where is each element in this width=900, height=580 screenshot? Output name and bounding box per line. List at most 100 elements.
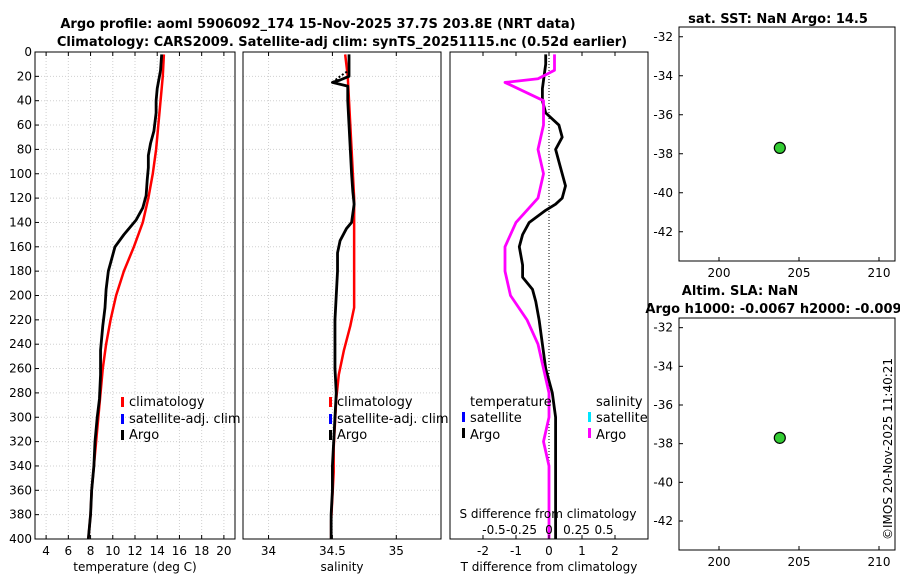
- sla-map-title-line-1: Altim. SLA: NaN: [682, 284, 798, 299]
- x-tick-label: 35: [389, 544, 404, 558]
- y-tick-label: 40: [17, 94, 32, 108]
- legend-label-argo: Argo: [129, 428, 159, 443]
- difference-panel: -2 -1 0 1 2 -0.5 -0.25 0 0.25 0.5 T difference f…: [449, 51, 649, 574]
- y-tick-label: 260: [9, 362, 32, 376]
- s-tick-label: 0: [545, 523, 553, 537]
- y-tick-label: 400: [9, 532, 32, 546]
- series-line-argo: [329, 54, 356, 539]
- lon-tick-label: 210: [868, 266, 891, 280]
- legend-marker-s-argo: [588, 428, 591, 438]
- lon-tick-label: 205: [788, 266, 811, 280]
- y-tick-label: 140: [9, 215, 32, 229]
- argo-position-marker: [773, 141, 786, 154]
- difference-legend: temperature salinity satellite Argo sate…: [462, 395, 648, 443]
- legend-label-s-argo: Argo: [596, 428, 626, 443]
- x-tick-label: 18: [194, 544, 209, 558]
- x-tick-label: 8: [87, 544, 95, 558]
- y-tick-label: 240: [9, 337, 32, 351]
- lon-tick-label: 205: [788, 555, 811, 569]
- y-tick-label: 160: [9, 240, 32, 254]
- series-line-argo: [86, 54, 164, 540]
- x-tick-label: 0: [545, 544, 553, 558]
- legend-head-salinity: salinity: [596, 395, 643, 410]
- x-tick-label: 12: [127, 544, 142, 558]
- legend-marker-argo: [121, 430, 124, 440]
- legend-marker-t-satellite: [462, 412, 465, 422]
- y-tick-label: 60: [17, 118, 32, 132]
- sst-map-marks: [773, 141, 786, 154]
- temperature-tick-labels: 4 6 8 10 12 14 16 18 20: [42, 52, 232, 558]
- lat-tick-label: -42: [653, 514, 673, 528]
- legend-marker-argo: [329, 430, 332, 440]
- legend-marker-s-satellite: [588, 412, 591, 422]
- legend-marker-climatology: [329, 397, 332, 407]
- lat-tick-label: -40: [653, 475, 673, 489]
- x-tick-label: 2: [611, 544, 619, 558]
- salinity-tick-labels: 34 34.5 35: [261, 52, 404, 558]
- salinity-axes-frame: [242, 51, 442, 540]
- lat-tick-label: -36: [653, 398, 673, 412]
- s-tick-label: 0.25: [563, 523, 590, 537]
- series-line-t-difference-argo: [517, 54, 567, 539]
- s-difference-tick-labels: -0.5 -0.25 0 0.25 0.5: [482, 523, 613, 537]
- y-tick-label: 80: [17, 142, 32, 156]
- legend-label-satellite-adj: satellite-adj. clim: [337, 412, 449, 427]
- legend-marker-climatology: [121, 397, 124, 407]
- legend-label-t-argo: Argo: [470, 428, 500, 443]
- x-tick-label: 6: [65, 544, 73, 558]
- lat-tick-label: -42: [653, 225, 673, 239]
- sst-map-title: sat. SST: NaN Argo: 14.5: [688, 12, 868, 27]
- t-difference-xlabel: T difference from climatology: [460, 560, 638, 574]
- lon-tick-label: 200: [708, 266, 731, 280]
- legend-label-s-satellite: satellite: [596, 411, 648, 426]
- temperature-grid: [35, 51, 235, 540]
- legend-marker-satellite-adj: [329, 414, 332, 424]
- legend-label-argo: Argo: [337, 428, 367, 443]
- salinity-series: [329, 54, 356, 539]
- difference-series: [503, 52, 567, 539]
- y-tick-label: 120: [9, 191, 32, 205]
- legend-label-t-satellite: satellite: [470, 411, 522, 426]
- y-tick-label: 180: [9, 264, 32, 278]
- x-tick-label: 34: [261, 544, 276, 558]
- sla-map-lon-ticks: 200 205 210: [708, 546, 890, 569]
- sst-map-lon-ticks: 200 205 210: [708, 257, 891, 280]
- s-tick-label: -0.5: [482, 523, 505, 537]
- x-tick-label: 20: [216, 544, 231, 558]
- temperature-panel: 0 20 40 60 80 100 120 140 160 180 200 220 240 260 280 3…: [9, 45, 241, 574]
- legend-marker-satellite-adj: [121, 414, 124, 424]
- temperature-series: [86, 54, 166, 540]
- y-tick-label: 200: [9, 289, 32, 303]
- t-difference-tick-labels: -2 -1 0 1 2: [477, 52, 619, 558]
- y-tick-label: 20: [17, 69, 32, 83]
- title-line-2: Climatology: CARS2009. Satellite-adj cli…: [57, 35, 627, 50]
- lat-tick-label: -38: [653, 147, 673, 161]
- lat-tick-label: -32: [653, 30, 673, 44]
- salinity-panel: 34 34.5 35 salinity climatology satellite-…: [242, 51, 449, 574]
- x-tick-label: 10: [105, 544, 120, 558]
- x-tick-label: 16: [172, 544, 187, 558]
- x-tick-label: 14: [150, 544, 165, 558]
- lon-tick-label: 200: [708, 555, 731, 569]
- series-line-argo-surface: [331, 69, 350, 84]
- x-tick-label: 34.5: [319, 544, 346, 558]
- x-tick-label: 4: [42, 544, 50, 558]
- x-tick-label: -1: [510, 544, 522, 558]
- legend-label-climatology: climatology: [337, 395, 413, 410]
- temperature-legend: climatology satellite-adj. clim Argo: [121, 395, 241, 443]
- sla-map-title-line-2: Argo h1000: -0.0067 h2000: -0.0096: [645, 302, 900, 317]
- salinity-xlabel: salinity: [320, 560, 363, 574]
- y-tick-label: 320: [9, 435, 32, 449]
- lat-tick-label: -36: [653, 108, 673, 122]
- y-tick-label: 300: [9, 410, 32, 424]
- legend-label-climatology: climatology: [129, 395, 205, 410]
- x-tick-label: -2: [477, 544, 489, 558]
- sst-map-axes-frame: [678, 26, 896, 262]
- y-tick-label: 340: [9, 459, 32, 473]
- s-tick-label: 0.5: [594, 523, 613, 537]
- sst-map-panel: 200 205 210 -32 -34 -36 -38 -40 -42 sat. SST: N…: [653, 12, 896, 280]
- legend-head-temperature: temperature: [470, 395, 552, 410]
- legend-label-satellite-adj: satellite-adj. clim: [129, 412, 241, 427]
- sla-map-axes-frame: [678, 317, 896, 551]
